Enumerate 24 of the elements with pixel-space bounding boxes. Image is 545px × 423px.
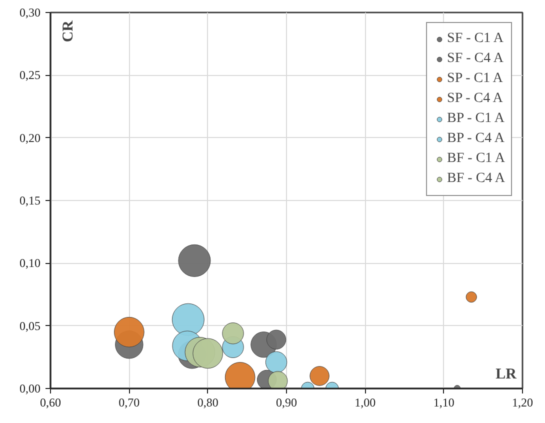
y-tick-label: 0,25	[20, 68, 40, 82]
x-tick-label: 0,60	[40, 396, 61, 410]
y-tick-label: 0,05	[20, 318, 40, 333]
legend-label: BP - C1 A	[447, 111, 504, 127]
y-tick-label: 0,20	[20, 130, 40, 145]
x-tick-label: 1,00	[354, 396, 376, 410]
legend-label: SP - C4 A	[447, 91, 503, 107]
y-axis-title: CR	[60, 20, 76, 42]
legend-label: BF - C1 A	[447, 151, 505, 167]
x-axis-title: LR	[496, 366, 517, 382]
y-tick-label: 0,10	[20, 256, 40, 270]
x-tick-label: 1,20	[512, 396, 533, 410]
legend-label: SF - C1 A	[447, 31, 504, 47]
y-tick-label: 0,00	[20, 382, 40, 396]
x-tick-label: 0,90	[276, 396, 297, 410]
legend-label: BF - C4 A	[447, 171, 505, 187]
legend-label: SP - C1 A	[447, 71, 503, 87]
x-tick-label: 1,10	[433, 396, 454, 410]
y-tick-label: 0,15	[20, 194, 40, 208]
x-tick-label: 0,70	[118, 396, 140, 410]
legend-label: BP - C4 A	[447, 131, 504, 147]
x-tick-label: 0,80	[197, 396, 218, 410]
legend-label: SF - C4 A	[447, 51, 504, 67]
y-tick-label: 0,30	[20, 6, 40, 20]
